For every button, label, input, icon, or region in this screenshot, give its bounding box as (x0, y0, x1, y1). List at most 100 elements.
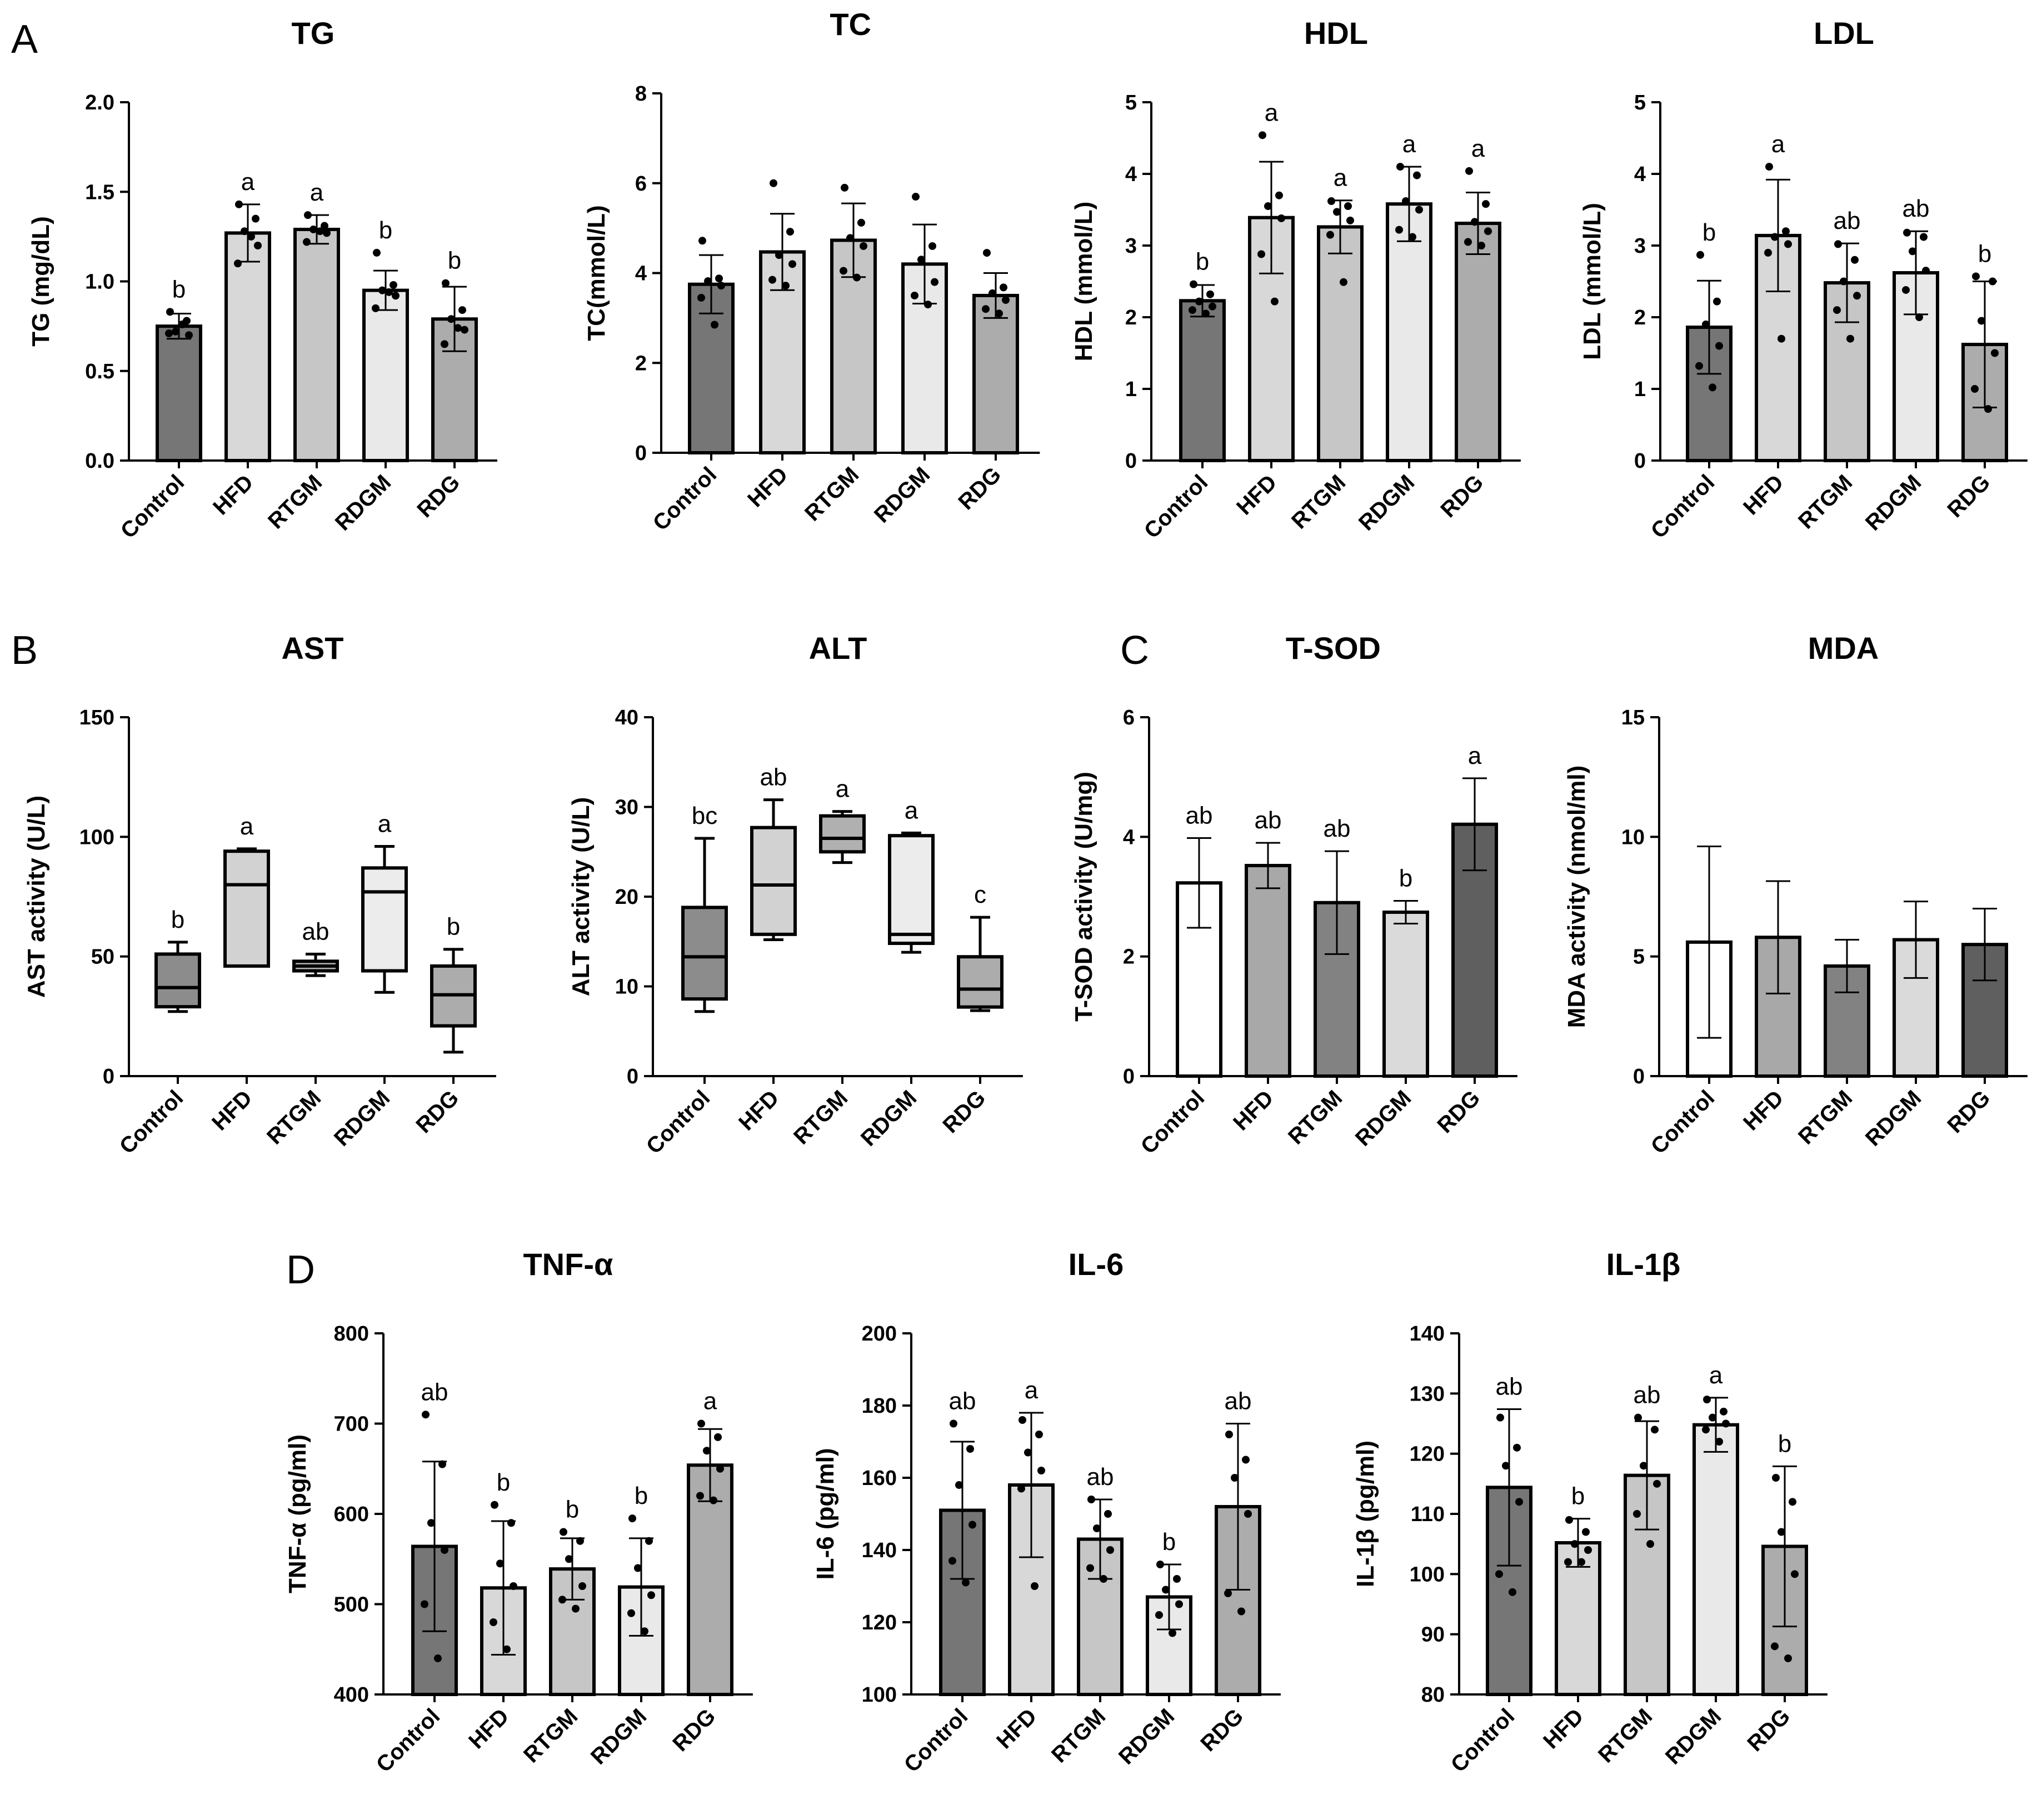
y-tick-label: 140 (862, 1539, 897, 1562)
y-axis-label: ALT activity (U/L) (567, 797, 595, 997)
data-point (1169, 1629, 1176, 1637)
x-tick-label: RDGM (1861, 1086, 1926, 1151)
significance-letter: a (1402, 131, 1416, 158)
y-tick-label: 0 (1123, 1065, 1135, 1088)
data-point (490, 1618, 497, 1626)
y-tick-label: 40 (615, 706, 638, 729)
data-point (1991, 349, 1999, 357)
y-tick-label: 0 (1125, 449, 1137, 473)
data-point (323, 229, 331, 237)
data-point (316, 227, 324, 236)
bar (362, 288, 409, 462)
significance-letter: a (1265, 99, 1279, 126)
y-tick-label: 100 (862, 1683, 897, 1707)
x-tick-label: HFD (992, 1704, 1041, 1753)
data-point (1633, 1510, 1641, 1518)
data-point (703, 1447, 711, 1455)
significance-letter: b (635, 1482, 648, 1509)
data-point (841, 183, 848, 192)
data-point (1104, 1510, 1112, 1518)
data-point (1902, 286, 1910, 294)
y-tick-label: 5 (1125, 91, 1137, 114)
significance-letter: ab (1186, 802, 1213, 829)
x-tick-label: RTGM (263, 470, 327, 533)
data-point (1778, 1528, 1785, 1536)
data-point (1984, 405, 1992, 413)
data-point (1093, 1524, 1101, 1532)
data-point (982, 305, 990, 313)
data-point (1190, 280, 1197, 288)
y-axis-label: IL-6 (pg/ml) (812, 1448, 839, 1579)
data-point (178, 320, 186, 328)
x-tick-label: Control (648, 462, 722, 536)
data-point (1853, 292, 1861, 300)
data-point (1496, 1413, 1504, 1422)
bar (1555, 1541, 1601, 1696)
data-point (1502, 1462, 1510, 1470)
y-tick-label: 500 (334, 1593, 369, 1617)
data-point (1264, 202, 1272, 211)
x-tick-label: HFD (743, 462, 792, 512)
significance-letter: b (447, 913, 460, 941)
x-tick-label: RDG (668, 1704, 720, 1756)
y-tick-label: 0 (635, 442, 647, 465)
chart-title: TG (292, 16, 335, 51)
x-tick-label: Control (1136, 1086, 1210, 1159)
bar (1386, 202, 1432, 462)
significance-letter: ab (1634, 1382, 1661, 1409)
data-point (1509, 1588, 1516, 1596)
x-tick-label: RDGM (586, 1704, 652, 1769)
data-point (912, 193, 920, 201)
data-point (1972, 272, 1980, 281)
data-point (1720, 1407, 1728, 1416)
data-point (252, 214, 259, 223)
data-point (1037, 1467, 1045, 1474)
y-tick-label: 10 (1621, 826, 1645, 849)
data-point (1571, 1540, 1579, 1548)
data-point (1989, 277, 1996, 286)
significance-letter: b (448, 247, 461, 274)
data-point (1634, 1413, 1642, 1422)
y-tick-label: 1.5 (85, 181, 114, 204)
data-point (458, 306, 466, 314)
data-point (962, 1578, 970, 1587)
data-point (1482, 200, 1490, 208)
data-point (1017, 1484, 1025, 1493)
data-point (421, 1600, 428, 1608)
data-point (1920, 233, 1928, 241)
y-tick-label: 2.0 (85, 91, 114, 114)
data-point (645, 1537, 653, 1545)
y-tick-label: 4 (635, 262, 647, 286)
x-tick-label: RDGM (329, 1086, 395, 1151)
y-tick-label: 90 (1421, 1623, 1445, 1647)
data-point (1702, 1426, 1710, 1434)
significance-letter: ab (1255, 807, 1282, 834)
x-tick-label: HFD (464, 1704, 513, 1753)
data-point (390, 281, 397, 289)
y-tick-label: 50 (91, 946, 114, 969)
x-tick-label: HFD (1539, 1704, 1588, 1753)
y-tick-label: 0 (1634, 449, 1646, 473)
significance-letter: b (1571, 1483, 1585, 1510)
box (361, 866, 408, 973)
data-point (1086, 1564, 1094, 1572)
x-tick-label: HFD (1232, 470, 1281, 519)
data-point (1484, 227, 1492, 236)
data-point (704, 277, 712, 286)
data-point (241, 227, 248, 236)
x-tick-label: Control (1140, 470, 1213, 543)
chart-title: IL-6 (1069, 1247, 1124, 1282)
data-point (1173, 1575, 1181, 1583)
data-point (1834, 240, 1842, 248)
data-point (235, 200, 243, 208)
data-point (254, 242, 262, 249)
chart-ast: B AST AST activity (U/L) 0 50 100 150 Control b H… (11, 628, 496, 1159)
chart-title: IL-1β (1606, 1247, 1681, 1282)
data-point (578, 1582, 586, 1590)
data-point (491, 1501, 498, 1509)
y-tick-label: 4 (1634, 163, 1646, 186)
x-tick-label: RDGM (1114, 1704, 1180, 1769)
x-tick-label: RDGM (1351, 1086, 1416, 1151)
data-point (647, 1591, 655, 1599)
data-point (1464, 238, 1472, 246)
